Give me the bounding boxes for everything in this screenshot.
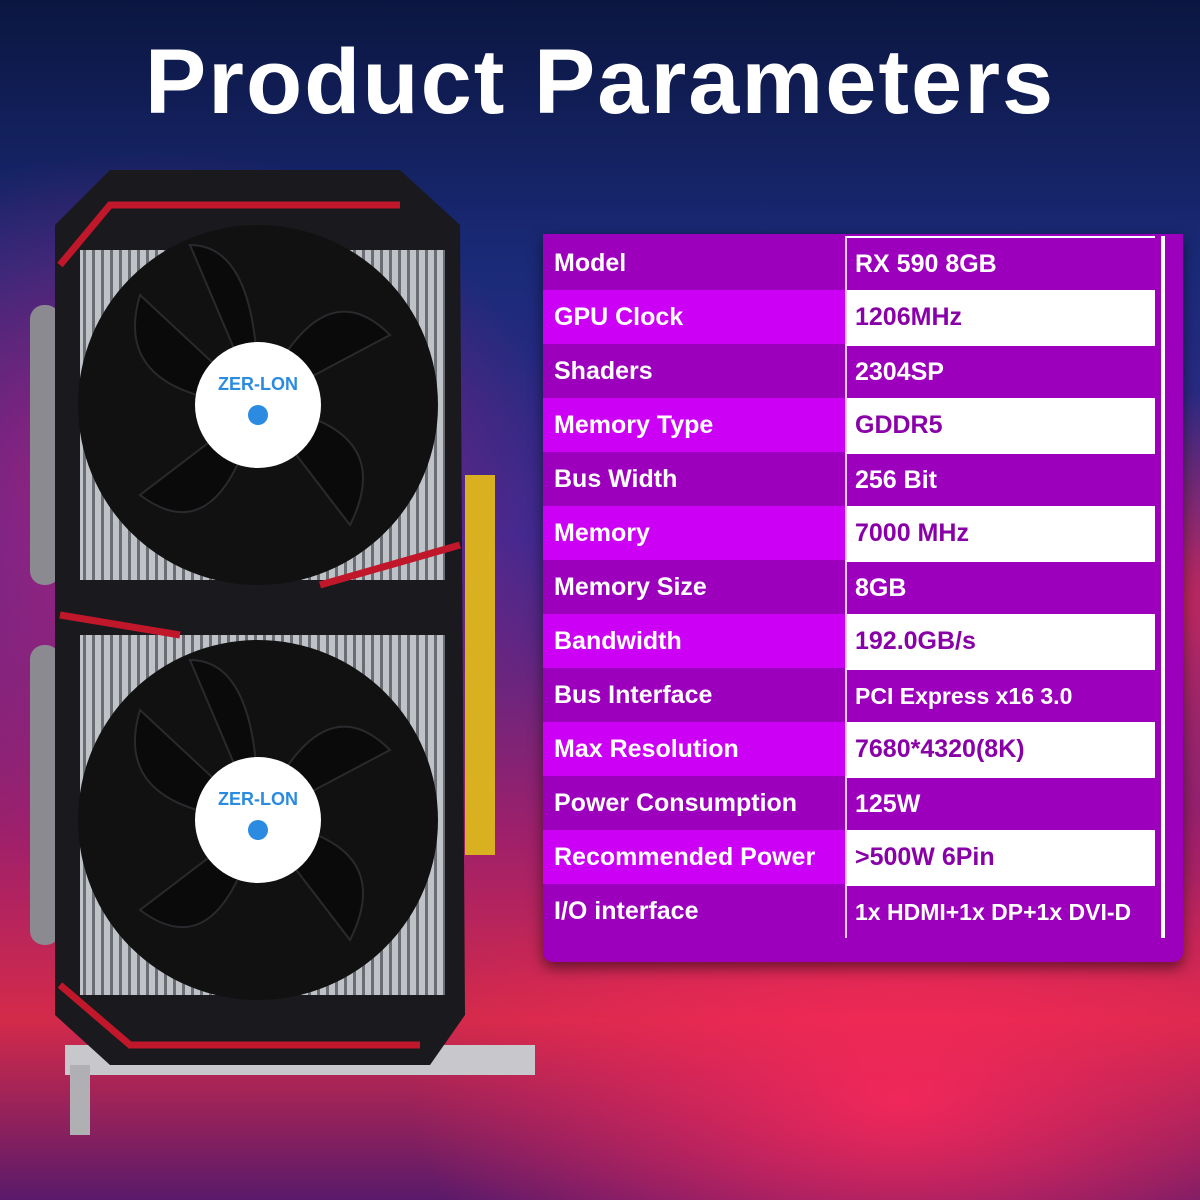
- svg-text:ZER-LON: ZER-LON: [218, 374, 298, 394]
- spec-value: >500W 6Pin: [845, 830, 1155, 884]
- spec-value: 8GB: [845, 560, 1155, 614]
- spec-value: 256 Bit: [845, 452, 1155, 506]
- spec-label: Bus Interface: [543, 668, 845, 722]
- spec-row: Memory Type GDDR5: [543, 398, 1161, 452]
- spec-row: Bus Interface PCI Express x16 3.0: [543, 668, 1161, 722]
- spec-value: GDDR5: [845, 398, 1155, 452]
- spec-label: Max Resolution: [543, 722, 845, 776]
- spec-row: Memory Size 8GB: [543, 560, 1161, 614]
- spec-label: I/O interface: [543, 884, 845, 938]
- spec-row: Memory 7000 MHz: [543, 506, 1161, 560]
- fan-bottom: ZER-LON: [78, 640, 438, 1000]
- spec-table-panel: Model RX 590 8GB GPU Clock 1206MHz Shaders 23…: [543, 234, 1183, 962]
- fan-top: ZER-LON: [78, 225, 438, 585]
- spec-row: Bus Width 256 Bit: [543, 452, 1161, 506]
- spec-row: Max Resolution 7680*4320(8K): [543, 722, 1161, 776]
- spec-row: I/O interface 1x HDMI+1x DP+1x DVI-D: [543, 884, 1161, 938]
- spec-value: PCI Express x16 3.0: [845, 668, 1155, 722]
- spec-label: Shaders: [543, 344, 845, 398]
- svg-text:ZER-LON: ZER-LON: [218, 789, 298, 809]
- spec-value: 2304SP: [845, 344, 1155, 398]
- spec-label: Bus Width: [543, 452, 845, 506]
- graphics-card-image: ZER-LON ZER-LON: [30, 170, 535, 1135]
- spec-label: Memory Size: [543, 560, 845, 614]
- spec-value: 1x HDMI+1x DP+1x DVI-D: [845, 884, 1155, 938]
- spec-row: Shaders 2304SP: [543, 344, 1161, 398]
- spec-value: 1206MHz: [845, 290, 1155, 344]
- heatpipe: [30, 305, 60, 585]
- spec-row: GPU Clock 1206MHz: [543, 290, 1161, 344]
- spec-label: Memory Type: [543, 398, 845, 452]
- spec-table: Model RX 590 8GB GPU Clock 1206MHz Shaders 23…: [543, 236, 1165, 938]
- spec-label: Recommended Power: [543, 830, 845, 884]
- pcie-connector: [465, 475, 495, 855]
- spec-label: Memory: [543, 506, 845, 560]
- spec-value: RX 590 8GB: [845, 236, 1155, 290]
- spec-label: Bandwidth: [543, 614, 845, 668]
- spec-label: GPU Clock: [543, 290, 845, 344]
- spec-value: 7000 MHz: [845, 506, 1155, 560]
- spec-row: Bandwidth 192.0GB/s: [543, 614, 1161, 668]
- spec-value: 192.0GB/s: [845, 614, 1155, 668]
- spec-row: Power Consumption 125W: [543, 776, 1161, 830]
- spec-label: Model: [543, 236, 845, 290]
- spec-label: Power Consumption: [543, 776, 845, 830]
- page-title: Product Parameters: [144, 31, 1056, 133]
- spec-value: 7680*4320(8K): [845, 722, 1155, 776]
- spec-row: Recommended Power >500W 6Pin: [543, 830, 1161, 884]
- spec-row: Model RX 590 8GB: [543, 236, 1161, 290]
- spec-value: 125W: [845, 776, 1155, 830]
